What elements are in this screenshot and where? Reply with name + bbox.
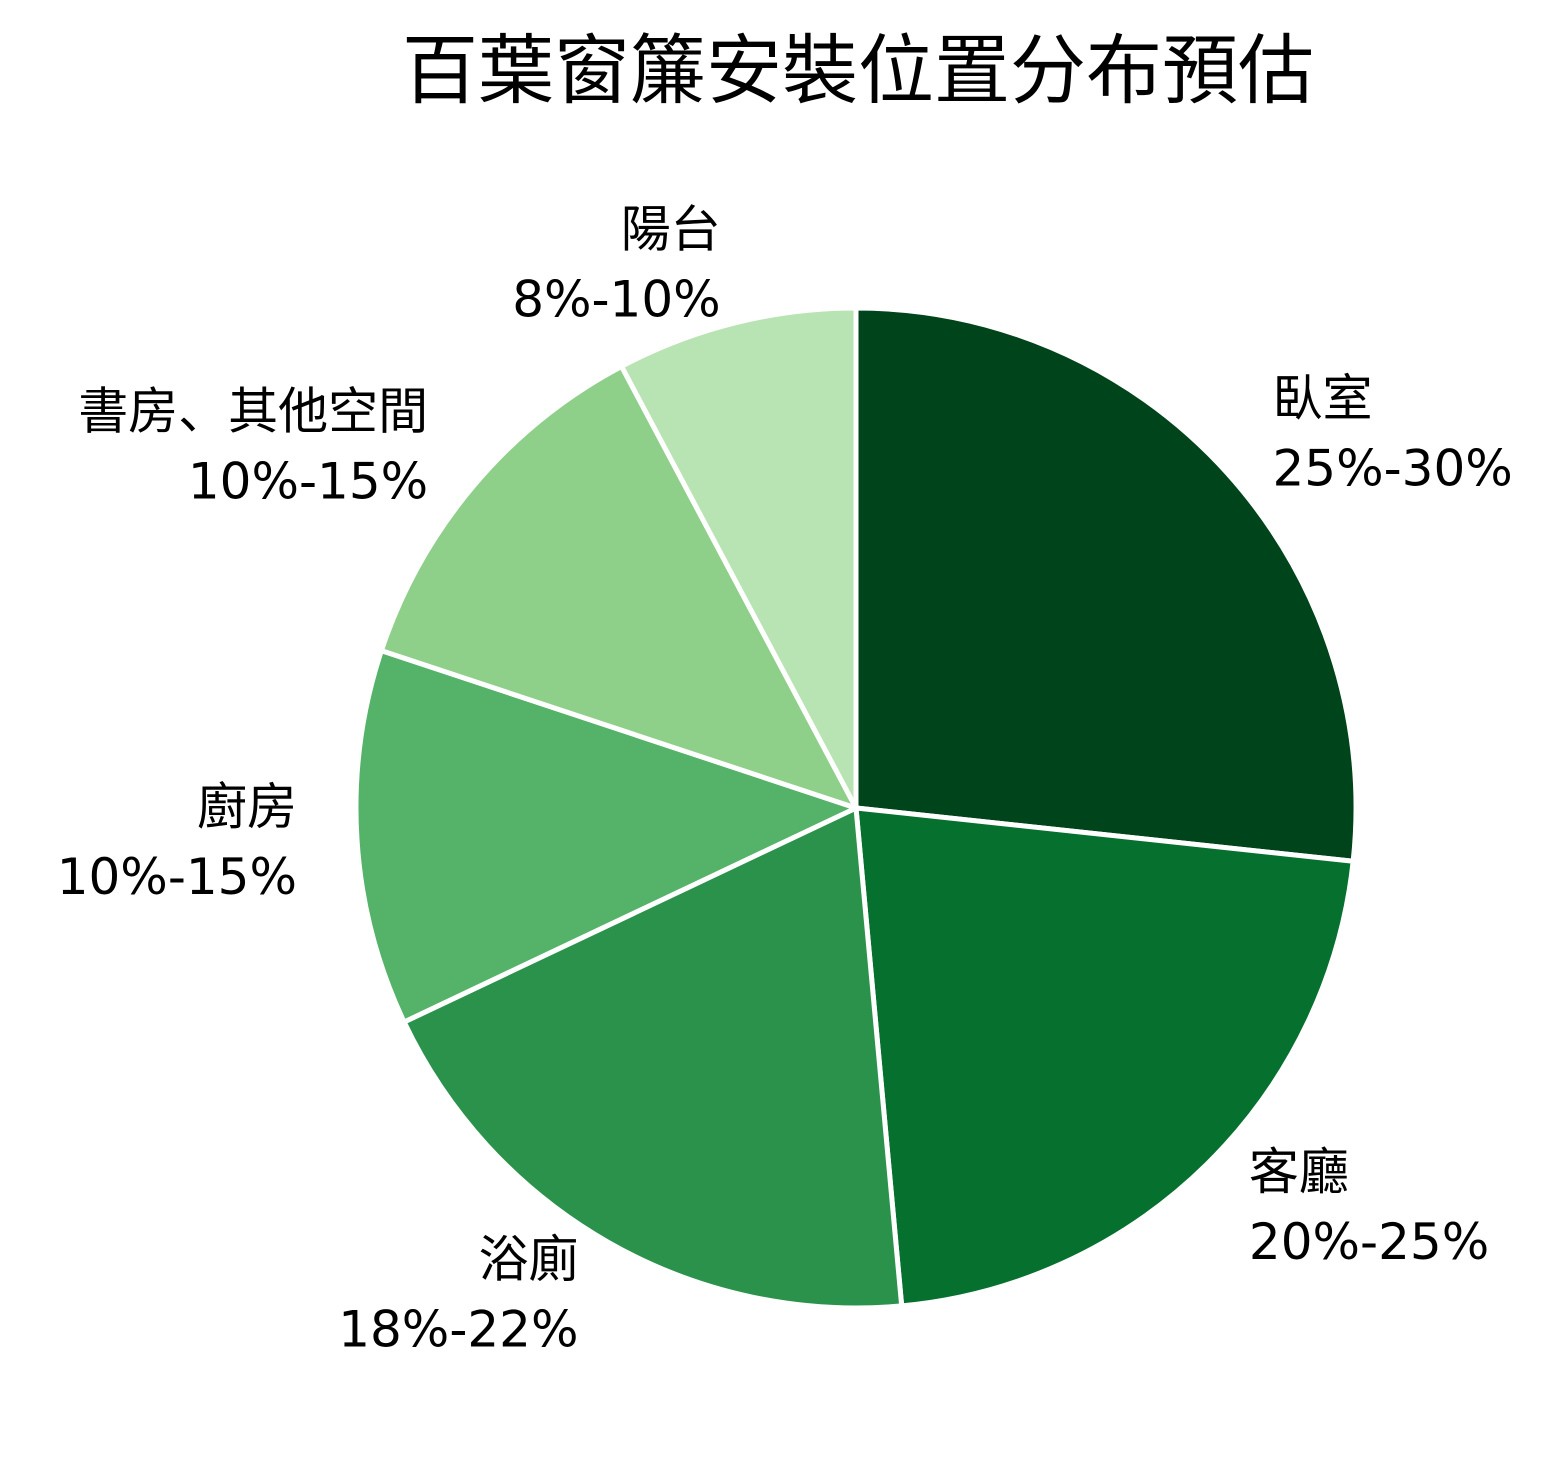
slice-label-name-3: 廚房 xyxy=(197,778,297,836)
slice-label-range-5: 8%-10% xyxy=(512,271,721,329)
slice-label-range-2: 18%-22% xyxy=(338,1300,578,1358)
pie-labels: 臥室 25%-30% 客廳 20%-25% 浴廁 18%-22% 廚房 10%-15% 書房、其… xyxy=(57,201,1513,1359)
pie-slice-0 xyxy=(853,305,1359,864)
slice-label-name-5: 陽台 xyxy=(621,201,721,259)
slice-label-range-0: 25%-30% xyxy=(1273,440,1513,498)
chart-title: 百葉窗簾安裝位置分布預估 xyxy=(402,26,1314,115)
pie-slice-2 xyxy=(401,805,905,1311)
pie-slice-3 xyxy=(353,648,859,1025)
slice-label-name-0: 臥室 xyxy=(1273,370,1373,428)
slice-label-name-2: 浴廁 xyxy=(479,1230,579,1288)
pie-slice-1 xyxy=(853,805,1356,1309)
pie-slice-4 xyxy=(378,363,859,811)
slice-label-range-4: 10%-15% xyxy=(188,453,428,511)
pie-slice-5 xyxy=(619,305,859,811)
pie-slices xyxy=(353,305,1359,1311)
slice-label-range-3: 10%-15% xyxy=(57,848,297,906)
slice-label-name-1: 客廳 xyxy=(1249,1143,1349,1201)
slice-label-range-1: 20%-25% xyxy=(1249,1213,1489,1271)
slice-label-name-4: 書房、其他空間 xyxy=(78,383,428,441)
